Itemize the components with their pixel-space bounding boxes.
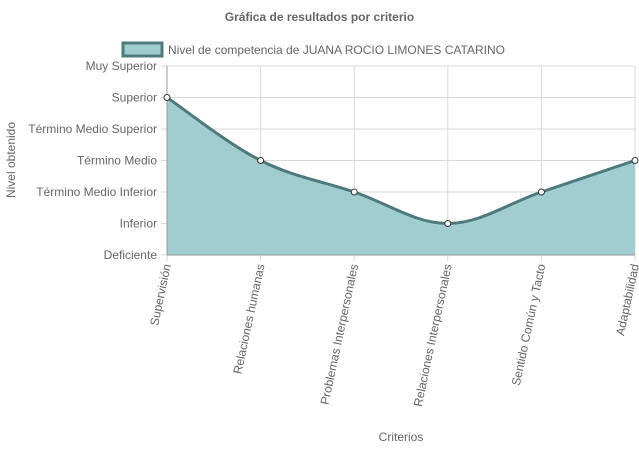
x-tick-label: Problemas Interpersonales	[318, 263, 362, 406]
y-tick-label: Muy Superior	[86, 59, 157, 73]
x-tick-label: Supervisión	[147, 263, 174, 327]
y-axis-title: Nivel obtenido	[4, 122, 18, 198]
data-point[interactable]	[631, 157, 639, 164]
y-tick-label: Inferior	[120, 217, 157, 231]
series-area	[167, 97, 635, 255]
area-layer	[166, 96, 636, 255]
y-tick-label: Deficiente	[104, 248, 158, 262]
y-tick-label: Término Medio Superior	[28, 122, 157, 136]
x-tick-label: Relaciones Interpersonales	[411, 263, 455, 408]
data-points	[163, 94, 639, 227]
chart-title: Gráfica de resultados por criterio	[225, 10, 414, 24]
x-axis-title: Criterios	[379, 430, 424, 444]
data-point[interactable]	[163, 94, 171, 101]
x-tick-label: Adaptabilidad	[613, 263, 639, 337]
data-point[interactable]	[257, 157, 265, 164]
y-tick-labels: Deficiente Inferior Término Medio Inferior…	[28, 59, 157, 262]
x-tick-label: Relaciones humanas	[231, 263, 268, 376]
data-point[interactable]	[537, 188, 545, 196]
legend-label: Nivel de competencia de JUANA ROCIO LIMO…	[168, 43, 505, 57]
y-tick-label: Superior	[112, 91, 157, 105]
data-point[interactable]	[350, 188, 358, 196]
x-tick-label: Sentido Común y Tacto	[509, 262, 549, 386]
x-tick-labels: Supervisión Relaciones humanas Problemas I…	[147, 262, 639, 407]
legend[interactable]: Nivel de competencia de JUANA ROCIO LIMO…	[121, 41, 505, 58]
data-point[interactable]	[444, 220, 452, 227]
legend-swatch[interactable]	[121, 41, 164, 58]
series-line	[166, 96, 636, 226]
y-tick-label: Término Medio	[77, 154, 157, 168]
y-tick-label: Término Medio Inferior	[36, 185, 157, 199]
